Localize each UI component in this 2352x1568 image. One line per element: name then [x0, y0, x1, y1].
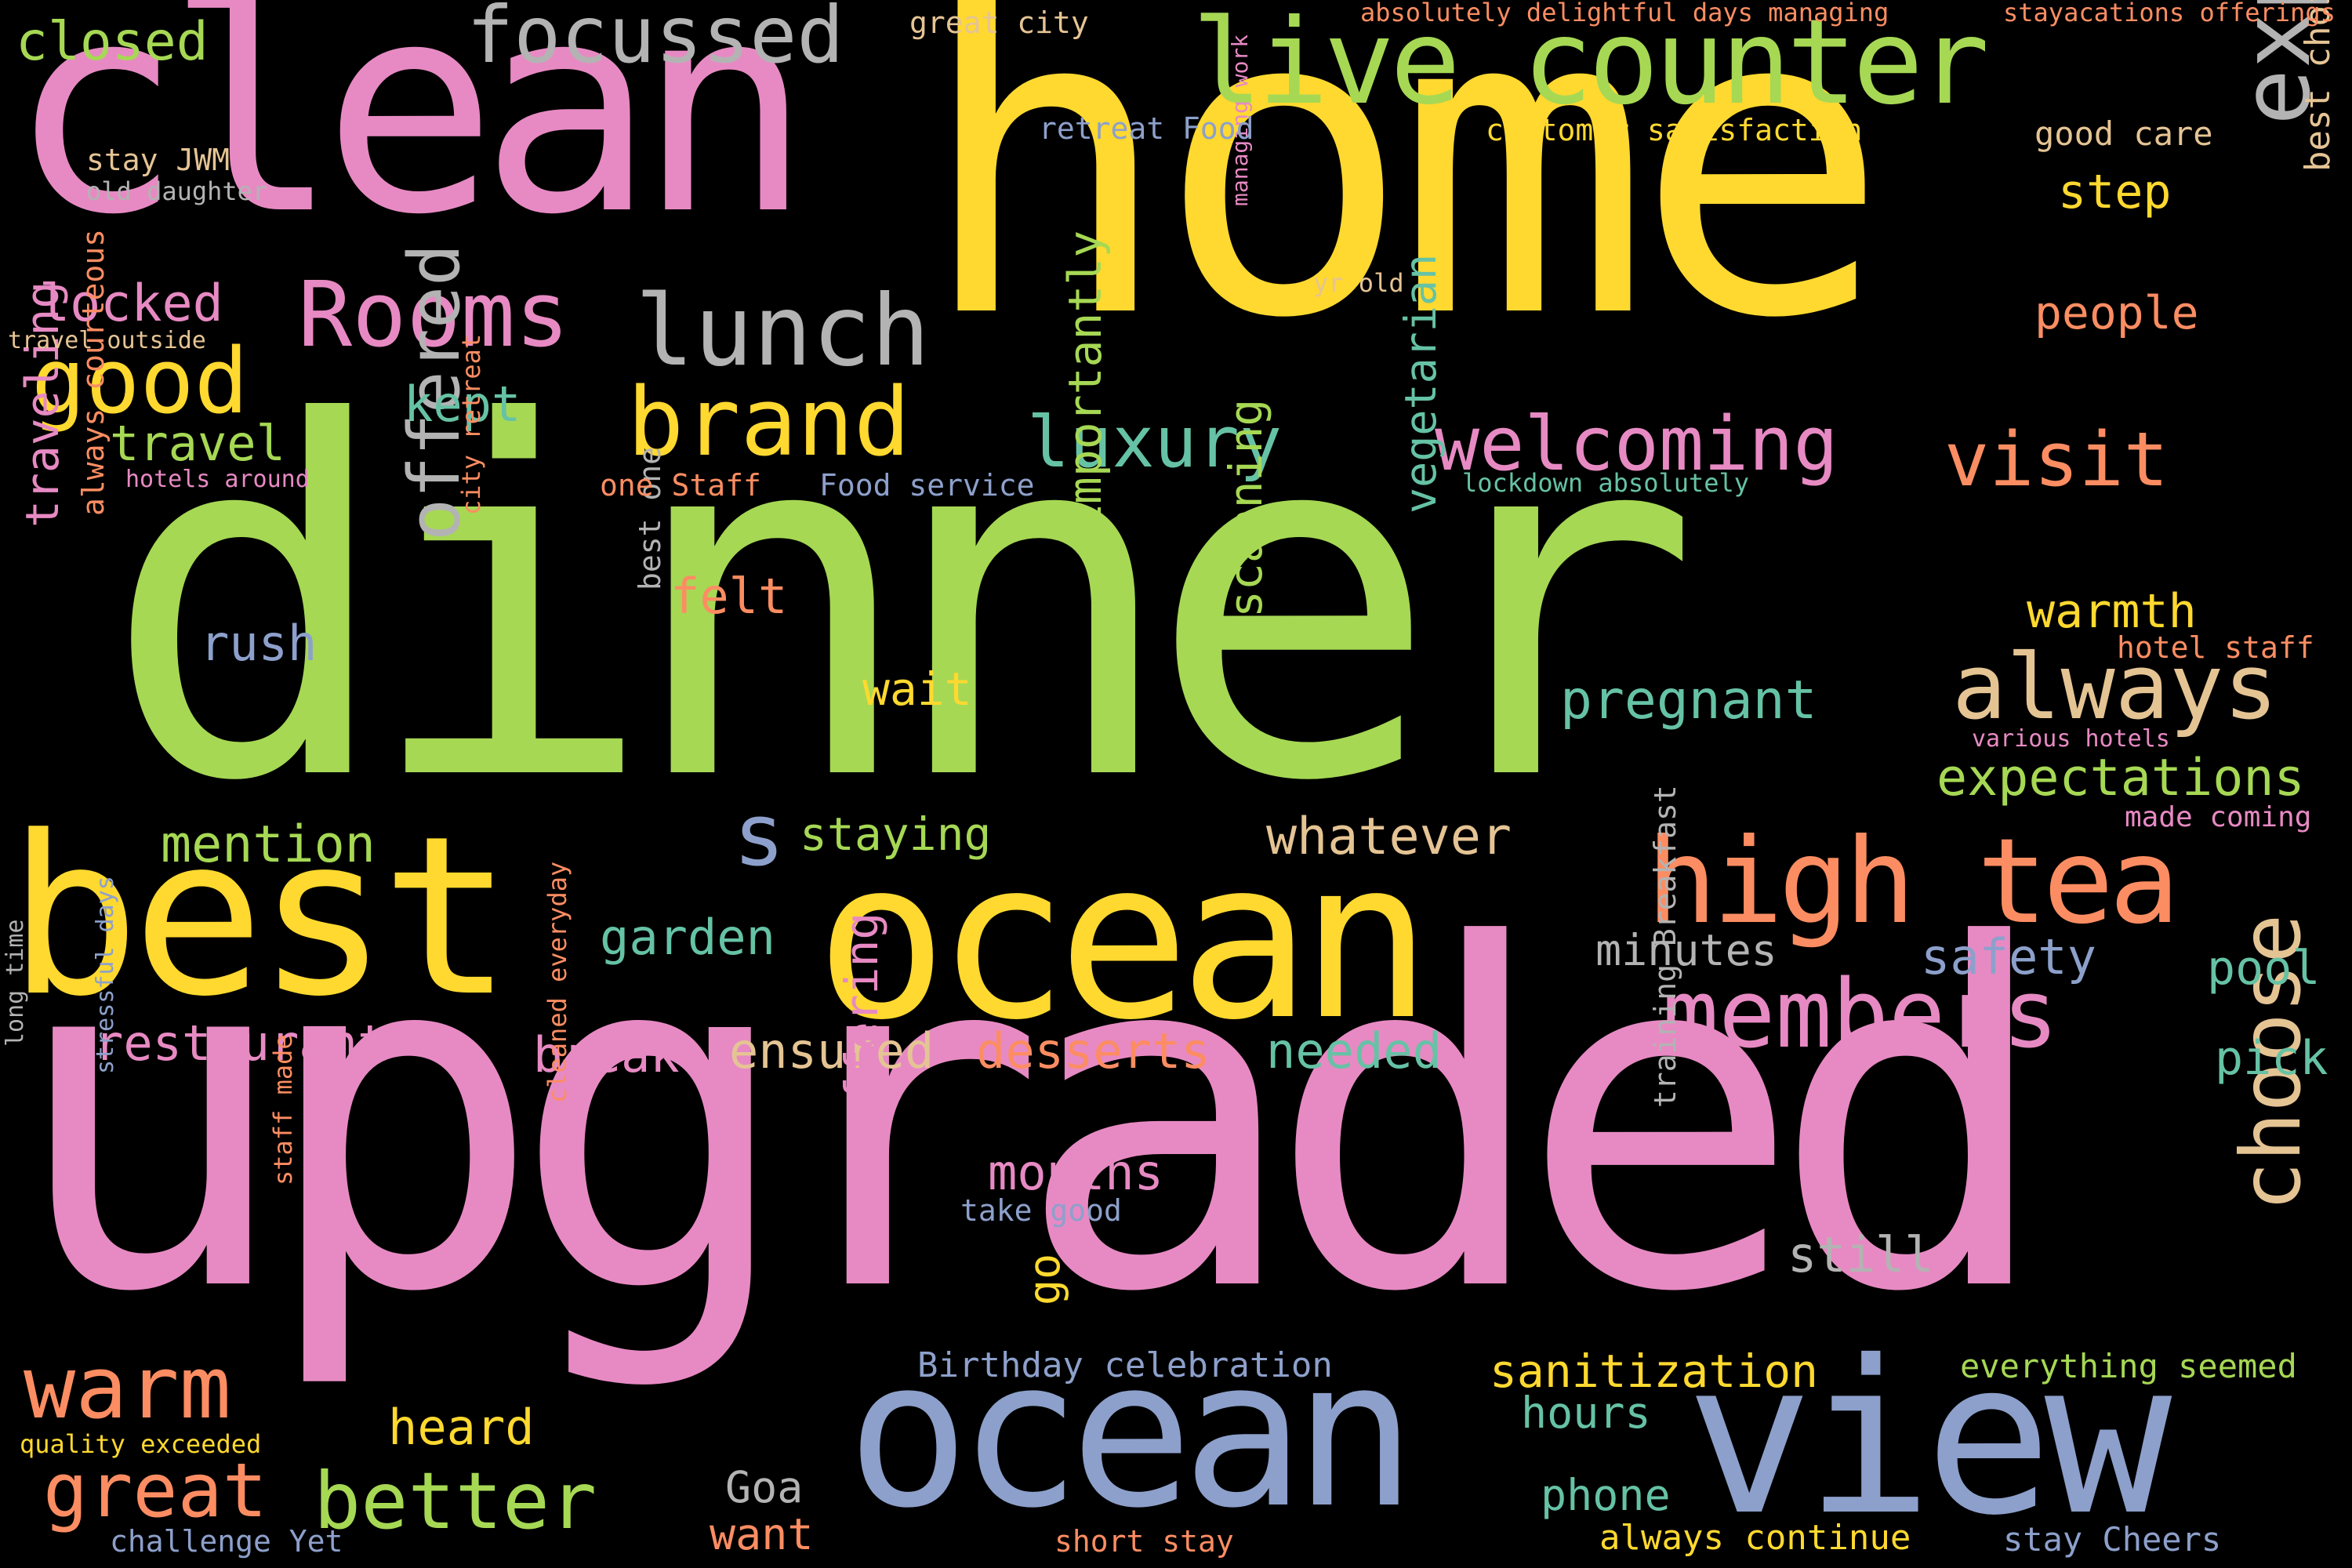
word-heard: heard — [388, 1399, 535, 1456]
word-travel-outside: travel outside — [8, 327, 206, 354]
word-ensured: ensured — [729, 1022, 935, 1080]
word-safety: safety — [1921, 928, 2096, 985]
word-great-city: great city — [909, 5, 1089, 40]
word-staying: staying — [800, 808, 992, 861]
word-home: home — [917, 0, 1889, 411]
word-sanitization: sanitization — [1490, 1345, 1819, 1398]
word-long-time: everything seemed — [1960, 1347, 2297, 1385]
word-focussed: focussed — [466, 0, 844, 81]
word-good-care: good care — [2034, 114, 2213, 153]
word-months: months — [988, 1144, 1163, 1201]
word-lockdown-absolutely: lockdown absolutely — [1462, 468, 1750, 498]
word-absolutely-delightful: absolutely delightful days managing — [1360, 0, 1889, 27]
word-vegetarian: vegetarian — [1396, 253, 1446, 514]
word-high-tea: high tea — [1646, 814, 2180, 950]
word-short-stay: staff made — [268, 1034, 298, 1185]
word-dinner: dinner — [102, 322, 1701, 887]
word-break: break — [533, 1026, 680, 1083]
word-step: step — [2058, 165, 2172, 220]
word-quality-exceeded: long time — [2, 919, 29, 1047]
word-scanning: scanning — [1219, 398, 1272, 618]
word-view: view — [1686, 1315, 2172, 1562]
word-mention: mention — [161, 815, 376, 874]
word-yr-old: yr old — [1313, 268, 1404, 298]
word-go: go — [1019, 1253, 1069, 1305]
word-desserts: desserts — [976, 1022, 1210, 1080]
word-always: always — [1952, 635, 2278, 740]
word-traveling: traveling — [16, 281, 69, 528]
word-felt: felt — [670, 568, 788, 625]
word-garden: garden — [600, 909, 775, 966]
word-great: great — [43, 1448, 267, 1534]
word-whatever: whatever — [1266, 808, 1512, 866]
word-always-continue: cleaned everyday — [543, 861, 572, 1103]
word-luxury: luxury — [1027, 401, 1283, 484]
word-rush: rush — [200, 615, 318, 672]
word-locked: locked — [39, 274, 223, 333]
word-needed: needed — [1266, 1022, 1442, 1080]
word-restaurant: restaurant — [94, 1014, 387, 1072]
word-better: better — [314, 1455, 597, 1547]
word-birthday-celebration: Birthday celebration — [917, 1345, 1333, 1385]
word-kept: kept — [404, 376, 521, 433]
word-clean: clean — [8, 0, 812, 278]
word-closed: closed — [16, 11, 209, 73]
word-stay-cheers: training Breakfast — [1648, 785, 1682, 1108]
word-best: best — [8, 789, 513, 1045]
word-hotels-around: hotels around — [125, 466, 310, 493]
word-pick: pick — [2215, 1031, 2328, 1086]
word-importantly: importantly — [1058, 230, 1112, 532]
word-hours: hours — [1521, 1388, 1651, 1438]
word-minutes: minutes — [1595, 925, 1777, 975]
word-various-hotels: various hotels — [1972, 725, 2170, 753]
word-lunch: lunch — [635, 274, 931, 388]
word-brand: brand — [627, 368, 911, 477]
word-warmth: warmth — [2027, 584, 2197, 639]
word-ocean-blue: ocean — [847, 1316, 1417, 1553]
word-expectations: expectations — [1936, 749, 2305, 808]
word-welcoming: welcoming — [1435, 401, 1838, 488]
word-rooms: Rooms — [298, 263, 570, 368]
word-old-daughter: old daughter — [86, 176, 268, 206]
word-take-good: take good — [960, 1193, 1122, 1228]
word-warm: warm — [24, 1338, 231, 1438]
word-pool: pool — [2207, 941, 2321, 996]
word-members: members — [1662, 960, 2059, 1069]
word-goa: Goa — [725, 1462, 804, 1512]
word-pregnant: pregnant — [1560, 670, 1817, 731]
word-stressful-days: quality exceeded — [20, 1429, 262, 1459]
word-offering: offering — [835, 912, 888, 1131]
word-stay-jwm: stay JWM — [86, 143, 230, 177]
word-want: want — [710, 1509, 814, 1559]
word-ocean-yellow: ocean — [815, 813, 1432, 1069]
word-everything-seemed: stay Cheers — [2003, 1520, 2222, 1559]
word-upgraded: upgraded — [8, 847, 2054, 1395]
word-visit: visit — [1944, 417, 2169, 503]
word-always-courteous: always courteous — [76, 228, 111, 516]
word-phone: phone — [1541, 1470, 1671, 1520]
word-s: s — [733, 785, 786, 885]
word-challenge-yet: stressful days — [92, 876, 119, 1074]
word-training-breakfast: always continue — [1599, 1518, 1911, 1558]
word-travel: travel — [110, 415, 285, 472]
word-retreat-food: retreat Food — [1039, 111, 1254, 146]
word-made-coming: made coming — [2125, 801, 2312, 833]
word-good: good — [31, 329, 249, 434]
word-one-staff: one Staff — [600, 468, 761, 503]
word-city-retreat: city retreat — [456, 333, 486, 515]
word-live-counter: live counter — [1192, 0, 1990, 131]
word-wait: wait — [862, 662, 972, 716]
word-people: people — [2034, 286, 2199, 339]
word-food-service: Food service — [819, 468, 1035, 503]
word-still: still — [1788, 1226, 1934, 1283]
word-staff-made: challenge Yet — [110, 1524, 343, 1559]
word-stayacations-offerings: stayacations offerings — [2003, 0, 2336, 27]
word-customer-satisfaction: customer satisfaction — [1486, 113, 1863, 147]
word-cleaned-everyday: short stay — [1054, 1524, 1234, 1559]
word-hotel-staff: hotel staff — [2117, 630, 2314, 665]
